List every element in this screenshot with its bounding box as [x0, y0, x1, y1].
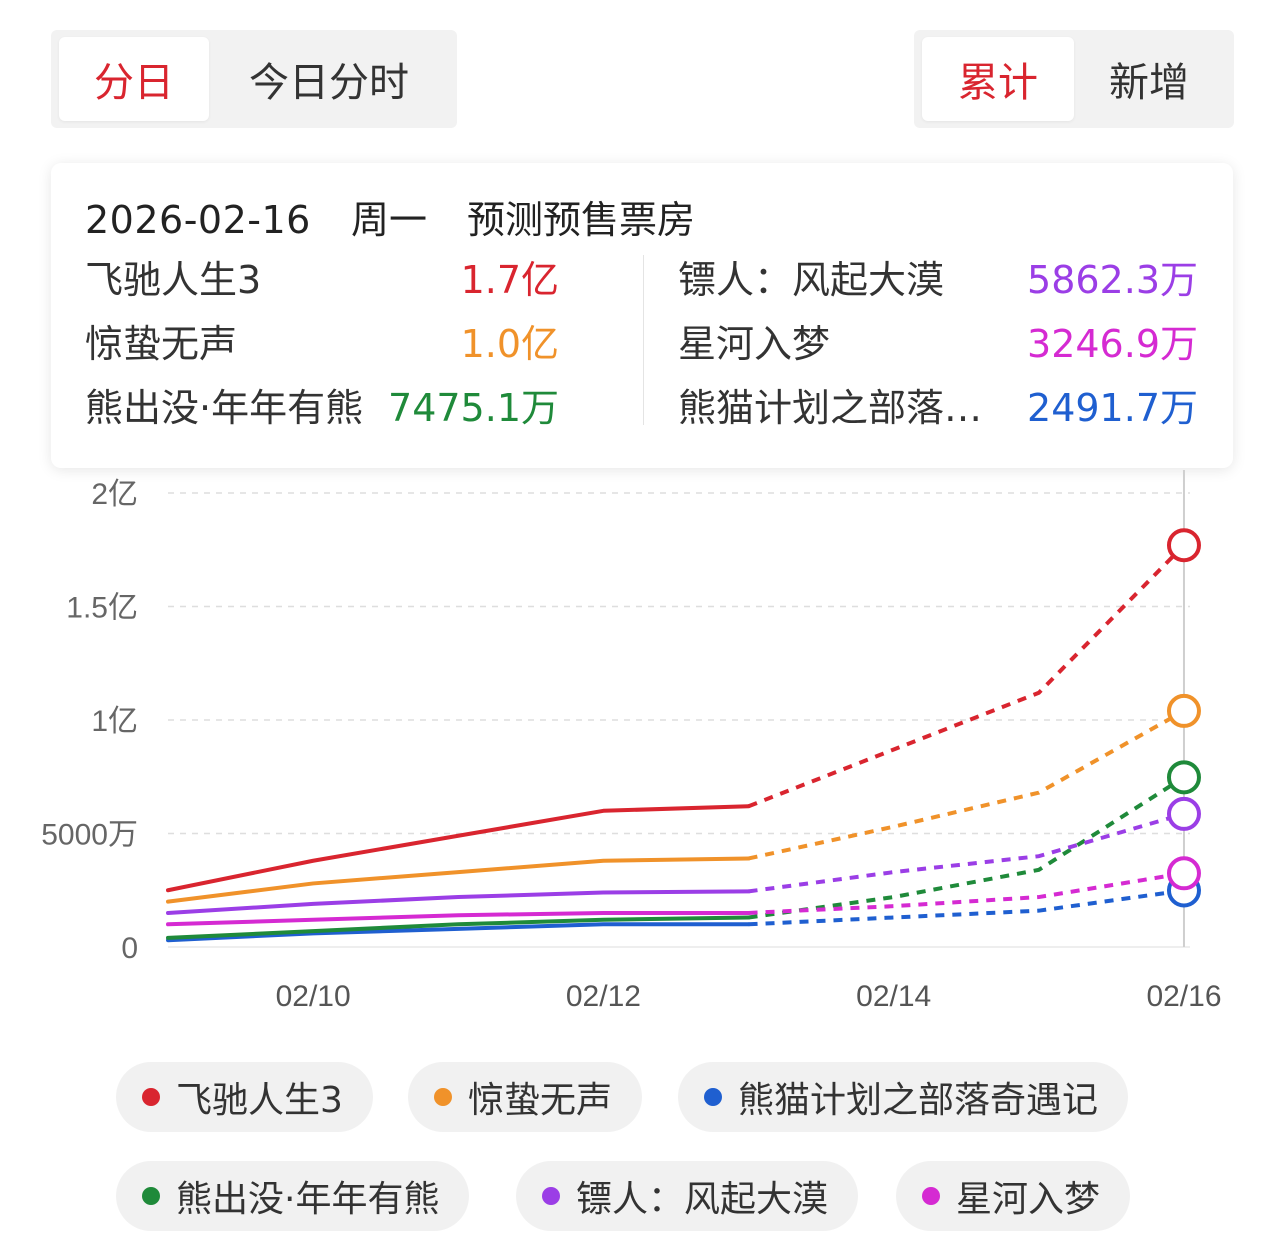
movie-value: 1.7亿	[460, 258, 559, 302]
box-office-line-chart[interactable]: 0 5000万 1亿 1.5亿 2亿 02/10 02/12 02/14 02/16	[0, 470, 1284, 1030]
series-line-forecast	[748, 709, 1185, 861]
x-tick-label: 02/10	[276, 980, 351, 1013]
y-tick-label: 1亿	[91, 705, 138, 738]
legend-label: 星河入梦	[956, 1179, 1101, 1220]
legend-item-xiongchumo[interactable]: 熊出没·年年有熊	[116, 1161, 470, 1231]
summary-row-right-2: 星河入梦 3246.9万	[678, 313, 1198, 373]
movie-name: 熊猫计划之部落…	[678, 386, 983, 430]
movie-value: 5862.3万	[1027, 258, 1198, 302]
movie-name: 熊出没·年年有熊	[85, 386, 364, 430]
legend-dot	[142, 1187, 160, 1205]
series-line-forecast	[748, 775, 1186, 920]
series-end-marker	[1166, 796, 1201, 831]
x-tick-label: 02/12	[566, 980, 641, 1013]
tab-intraday[interactable]: 今日分时	[249, 60, 409, 106]
y-tick-label: 0	[121, 932, 138, 965]
view-mode-tabs: 分日 今日分时	[51, 30, 457, 128]
series-line-actual	[166, 804, 751, 893]
legend-item-xiongmao[interactable]: 熊猫计划之部落奇遇记	[678, 1062, 1129, 1132]
series-end-marker	[1166, 693, 1201, 728]
summary-weekday: 周一	[350, 198, 427, 242]
summary-label: 预测预售票房	[467, 198, 696, 242]
series-line-forecast	[747, 543, 1186, 809]
movie-name: 星河入梦	[678, 322, 831, 366]
series-end-marker	[1166, 528, 1201, 563]
legend-item-feichi[interactable]: 飞驰人生3	[116, 1062, 373, 1132]
summary-row-left-1: 飞驰人生3 1.7亿	[85, 249, 559, 309]
tab-cumulative[interactable]: 累计	[922, 37, 1074, 121]
series-line-actual	[166, 922, 751, 943]
metric-mode-tabs: 累计 新增	[914, 30, 1234, 128]
legend-dot	[922, 1187, 940, 1205]
legend-dot	[542, 1187, 560, 1205]
tab-daily[interactable]: 分日	[59, 37, 209, 121]
series-line-forecast	[748, 888, 1185, 927]
movie-value: 7475.1万	[388, 386, 559, 430]
series-line-actual	[166, 856, 751, 904]
legend-dot	[434, 1088, 452, 1106]
legend-item-jingzhe[interactable]: 惊蛰无声	[408, 1062, 643, 1132]
y-tick-label: 5000万	[41, 819, 138, 852]
movie-name: 镖人：风起大漠	[678, 258, 945, 302]
legend-item-biaoren[interactable]: 镖人：风起大漠	[516, 1161, 859, 1231]
series-end-marker	[1166, 856, 1201, 891]
movie-value: 2491.7万	[1027, 386, 1198, 430]
movie-value: 1.0亿	[460, 322, 559, 366]
legend-dot	[142, 1088, 160, 1106]
y-tick-label: 1.5亿	[66, 592, 138, 625]
legend-dot	[704, 1088, 722, 1106]
series-line-forecast	[748, 871, 1185, 915]
legend-label: 镖人：风起大漠	[576, 1179, 829, 1220]
x-tick-label: 02/16	[1146, 980, 1221, 1013]
tab-new[interactable]: 新增	[1109, 60, 1189, 106]
series-line-actual	[166, 889, 751, 915]
movie-value: 3246.9万	[1027, 322, 1198, 366]
series-line-forecast	[748, 812, 1185, 894]
movie-name: 飞驰人生3	[85, 258, 262, 302]
summary-row-right-1: 镖人：风起大漠 5862.3万	[678, 249, 1198, 309]
summary-date: 2026-02-16	[85, 198, 311, 242]
legend-label: 熊出没·年年有熊	[176, 1179, 440, 1220]
series-end-marker	[1166, 760, 1201, 795]
series-line-actual	[166, 910, 751, 927]
legend-item-xinghe[interactable]: 星河入梦	[896, 1161, 1131, 1231]
summary-card: 2026-02-16 周一 预测预售票房 飞驰人生3 1.7亿 惊蛰无声 1.0…	[51, 163, 1233, 468]
x-tick-label: 02/14	[856, 980, 931, 1013]
legend-label: 惊蛰无声	[468, 1080, 613, 1121]
summary-divider	[643, 255, 644, 425]
summary-row-right-3: 熊猫计划之部落… 2491.7万	[678, 377, 1198, 437]
legend-label: 熊猫计划之部落奇遇记	[738, 1080, 1099, 1121]
summary-row-left-3: 熊出没·年年有熊 7475.1万	[85, 377, 559, 437]
y-tick-label: 2亿	[91, 478, 138, 511]
summary-row-left-2: 惊蛰无声 1.0亿	[85, 313, 559, 373]
legend-label: 飞驰人生3	[176, 1080, 343, 1121]
movie-name: 惊蛰无声	[85, 322, 238, 366]
series-line-actual	[166, 915, 751, 940]
summary-header: 2026-02-16 周一 预测预售票房	[85, 189, 695, 244]
